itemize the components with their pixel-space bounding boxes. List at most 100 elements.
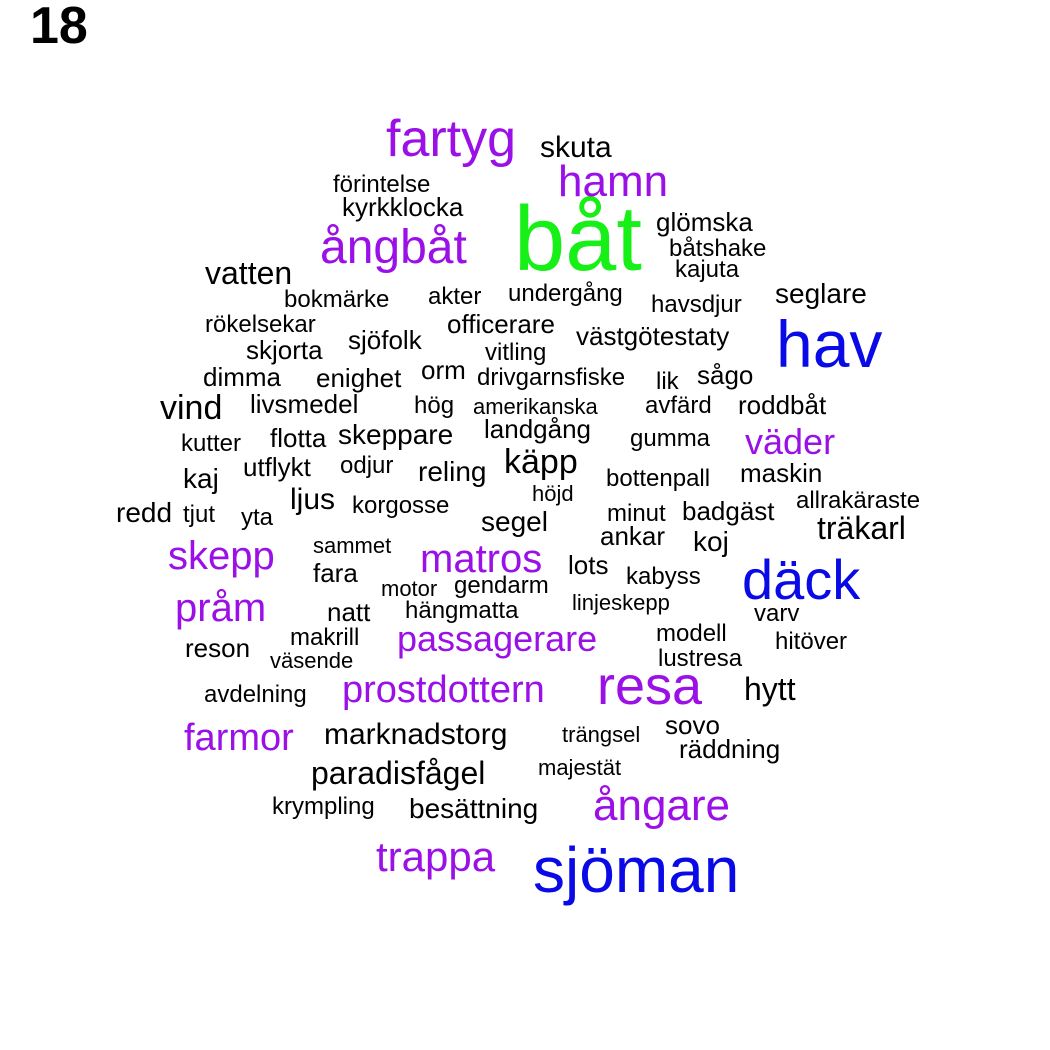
word-paradisfagel: paradisfågel	[311, 755, 486, 791]
word-angare: ångare	[593, 781, 731, 830]
word-amerikanska: amerikanska	[473, 394, 598, 419]
word-modell: modell	[656, 620, 727, 647]
word-matros: matros	[420, 537, 543, 581]
word-hamn: hamn	[558, 157, 669, 206]
word-motor: motor	[381, 576, 438, 601]
word-hitover: hitöver	[775, 628, 848, 655]
word-sago: sågo	[697, 360, 754, 390]
word-drivgarnsfiske: drivgarnsfiske	[477, 364, 626, 391]
word-dimma: dimma	[203, 362, 282, 392]
word-orm: orm	[421, 355, 466, 385]
word-sammet: sammet	[313, 533, 392, 558]
word-vatten: vatten	[205, 255, 293, 291]
word-hytt: hytt	[744, 671, 796, 707]
word-vitling: vitling	[485, 339, 547, 366]
word-batshake: båtshake	[669, 235, 767, 262]
word-avfard: avfärd	[645, 392, 712, 419]
word-vader: väder	[745, 421, 836, 462]
word-kapp: käpp	[504, 443, 578, 481]
word-trangsel: trängsel	[562, 722, 641, 747]
word-trappa: trappa	[376, 833, 496, 880]
word-skepp: skepp	[168, 534, 275, 578]
word-hog: hög	[414, 392, 455, 419]
word-kutter: kutter	[181, 430, 242, 457]
word-korgosse: korgosse	[352, 492, 450, 519]
word-kajuta: kajuta	[675, 256, 740, 283]
word-forintelse: förintelse	[333, 171, 431, 198]
word-bokmarke: bokmärke	[284, 286, 390, 313]
word-fartyg: fartyg	[386, 110, 517, 168]
word-maskin: maskin	[740, 458, 823, 488]
word-minut: minut	[607, 500, 666, 527]
word-segel: segel	[481, 506, 548, 537]
word-skeppare: skeppare	[338, 419, 454, 450]
word-allrakaraste: allrakäraste	[796, 487, 921, 514]
word-seglare: seglare	[775, 278, 867, 309]
word-reling: reling	[418, 456, 487, 487]
word-hangmatta: hängmatta	[405, 597, 519, 624]
word-angbat: ångbåt	[320, 221, 467, 274]
word-prostdottern: prostdottern	[342, 669, 545, 711]
word-trakarl: träkarl	[817, 510, 906, 546]
word-ankar: ankar	[600, 521, 666, 551]
word-majestat: majestät	[538, 755, 622, 780]
word-linjeskepp: linjeskepp	[572, 590, 670, 615]
word-lik: lik	[656, 368, 679, 395]
word-hojd: höjd	[532, 481, 574, 506]
word-rokelsekar: rökelsekar	[205, 311, 316, 338]
word-havsdjur: havsdjur	[651, 291, 742, 318]
word-hav: hav	[776, 307, 883, 381]
word-kyrkklocka: kyrkklocka	[342, 192, 464, 222]
word-flotta: flotta	[270, 423, 327, 453]
word-redd: redd	[116, 497, 173, 528]
word-roddbat: roddbåt	[738, 390, 827, 420]
word-enighet: enighet	[316, 363, 402, 393]
word-passagerare: passagerare	[397, 618, 598, 659]
word-undergang: undergång	[508, 280, 623, 307]
word-dack: däck	[742, 548, 861, 611]
word-vasende: väsende	[270, 648, 354, 673]
word-raddning: räddning	[679, 734, 781, 764]
word-avdelning: avdelning	[204, 681, 307, 708]
word-besattning: besättning	[409, 793, 539, 824]
word-vind: vind	[160, 389, 223, 427]
word-badgast: badgäst	[682, 496, 775, 526]
word-vastgotestaty: västgötestaty	[576, 321, 730, 351]
word-skuta: skuta	[540, 131, 612, 164]
word-officerare: officerare	[447, 309, 555, 339]
word-koj: koj	[693, 526, 729, 557]
word-varv: varv	[754, 600, 800, 627]
word-kaj: kaj	[183, 463, 219, 494]
word-gumma: gumma	[630, 425, 711, 452]
word-yta: yta	[241, 504, 274, 531]
word-fara: fara	[313, 558, 358, 588]
word-bottenpall: bottenpall	[606, 465, 711, 492]
word-sovo: sovo	[665, 710, 720, 740]
page-number: 18	[30, 0, 88, 55]
word-skjorta: skjorta	[246, 335, 323, 365]
word-glomska: glömska	[656, 207, 753, 237]
word-lots: lots	[568, 550, 609, 580]
word-pram: pråm	[175, 586, 267, 630]
word-reson: reson	[185, 633, 251, 663]
word-kabyss: kabyss	[626, 563, 701, 590]
word-akter: akter	[428, 283, 482, 310]
word-lustresa: lustresa	[658, 645, 743, 672]
word-utflykt: utflykt	[243, 452, 311, 482]
word-farmor: farmor	[184, 717, 294, 759]
word-livsmedel: livsmedel	[250, 389, 359, 419]
word-krympling: krympling	[272, 793, 375, 820]
word-gendarm: gendarm	[454, 572, 549, 599]
word-sjoman: sjöman	[533, 834, 740, 906]
word-sjofolk: sjöfolk	[348, 325, 422, 355]
word-ljus: ljus	[290, 483, 336, 516]
word-landgang: landgång	[484, 414, 591, 444]
word-resa: resa	[597, 656, 703, 716]
word-odjur: odjur	[340, 452, 394, 479]
word-tjut: tjut	[183, 501, 216, 528]
word-bat: båt	[514, 188, 642, 290]
word-makrill: makrill	[290, 624, 360, 651]
word-natt: natt	[327, 597, 371, 627]
word-marknadstorg: marknadstorg	[324, 718, 508, 751]
